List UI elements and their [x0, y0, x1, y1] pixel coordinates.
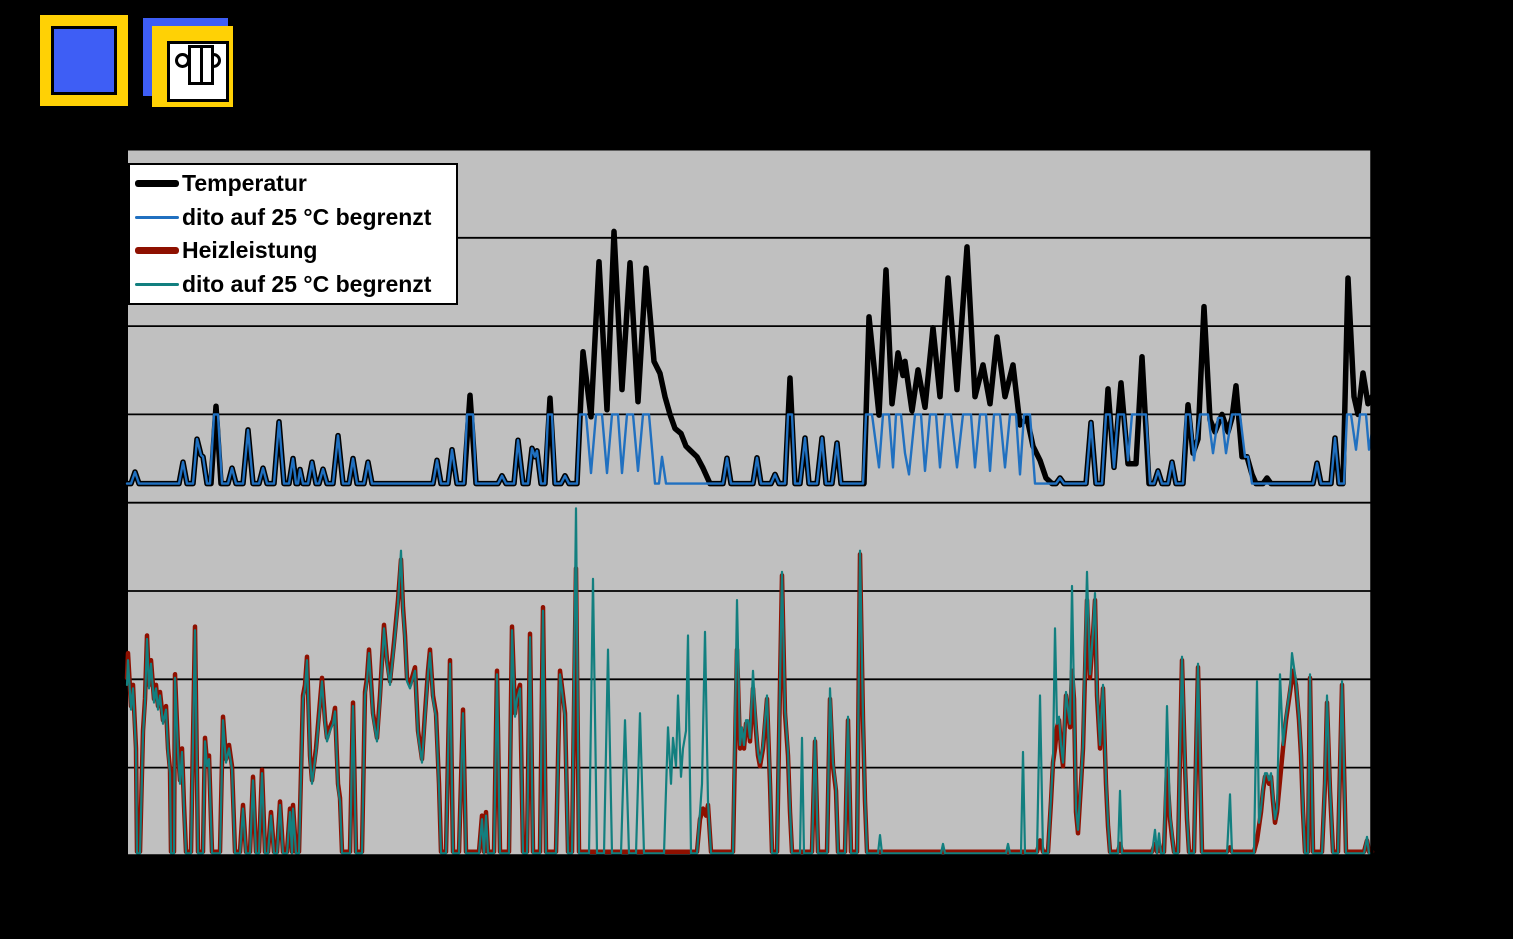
switch-rocker-divider [199, 48, 203, 82]
legend-line-sample-icon [135, 282, 179, 286]
legend-line-sample-icon [135, 215, 179, 219]
blue-square-icon[interactable] [40, 15, 128, 106]
window-switch-icon[interactable] [143, 18, 233, 108]
series-temperatur-begrenzt [125, 413, 1374, 485]
legend-item-label: dito auf 25 °C begrenzt [182, 270, 432, 297]
window-switch-icon-frame [152, 26, 233, 107]
legend-item-label: Temperatur [182, 170, 307, 197]
legend-line-sample-icon [135, 247, 179, 255]
legend-item-label: dito auf 25 °C begrenzt [182, 203, 432, 230]
legend-item: dito auf 25 °C begrenzt [135, 201, 456, 235]
legend-item: dito auf 25 °C begrenzt [135, 268, 456, 302]
window-switch-icon-panel [167, 41, 229, 102]
legend-item: Heizleistung [135, 234, 456, 268]
blue-square-icon-fill [51, 26, 117, 95]
legend-item-label: Heizleistung [182, 237, 318, 264]
switch-rocker-icon [188, 45, 214, 85]
chart-legend: Temperatur dito auf 25 °C begrenzt Heizlei… [128, 163, 458, 305]
legend-line-sample-icon [135, 180, 179, 188]
series-heizleistung-begrenzt [125, 507, 1374, 855]
legend-item: Temperatur [135, 167, 456, 201]
